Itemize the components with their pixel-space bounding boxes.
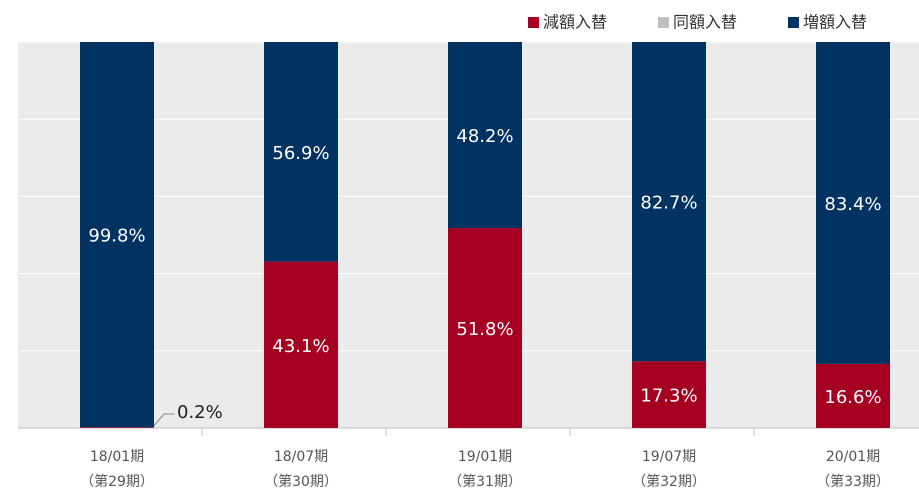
legend-label: 同額入替 xyxy=(673,13,737,32)
data-label: 0.2% xyxy=(177,402,223,423)
x-tick-label: 20/01期 xyxy=(826,449,880,465)
legend-swatch xyxy=(658,17,669,28)
bar-segment xyxy=(632,42,706,362)
x-tick-label: 19/07期 xyxy=(642,449,696,465)
legend-label: 増額入替 xyxy=(803,13,867,32)
bar-segment xyxy=(448,228,522,428)
data-label: 82.7% xyxy=(640,193,697,214)
data-label: 83.4% xyxy=(824,194,881,215)
bar-segment xyxy=(632,361,706,428)
bar-segment xyxy=(264,261,338,428)
leader-line xyxy=(151,413,174,429)
data-label: 48.2% xyxy=(456,126,513,147)
data-label: 99.8% xyxy=(88,226,145,247)
x-tick-label: （第30期） xyxy=(264,473,338,490)
x-tick-label: （第33期） xyxy=(816,473,890,490)
x-tick-label: （第32期） xyxy=(632,473,706,490)
data-label: 17.3% xyxy=(640,386,697,407)
legend-label: 減額入替 xyxy=(543,13,607,32)
bar-segment xyxy=(80,427,154,428)
bar-segment xyxy=(448,42,522,229)
bar-segment xyxy=(816,42,890,364)
x-tick-label: （第31期） xyxy=(448,473,522,490)
bar-segment xyxy=(264,42,338,262)
x-tick-label: 18/01期 xyxy=(90,449,144,465)
bar-segment xyxy=(80,42,154,428)
data-label: 51.8% xyxy=(456,319,513,340)
legend-swatch xyxy=(528,17,539,28)
bar-segment xyxy=(816,363,890,428)
legend-swatch xyxy=(788,17,799,28)
data-label: 16.6% xyxy=(824,387,881,408)
x-tick-label: 18/07期 xyxy=(274,449,328,465)
data-label: 56.9% xyxy=(272,143,329,164)
data-label: 43.1% xyxy=(272,336,329,357)
x-tick-label: 19/01期 xyxy=(458,449,512,465)
x-tick-label: （第29期） xyxy=(80,473,154,490)
